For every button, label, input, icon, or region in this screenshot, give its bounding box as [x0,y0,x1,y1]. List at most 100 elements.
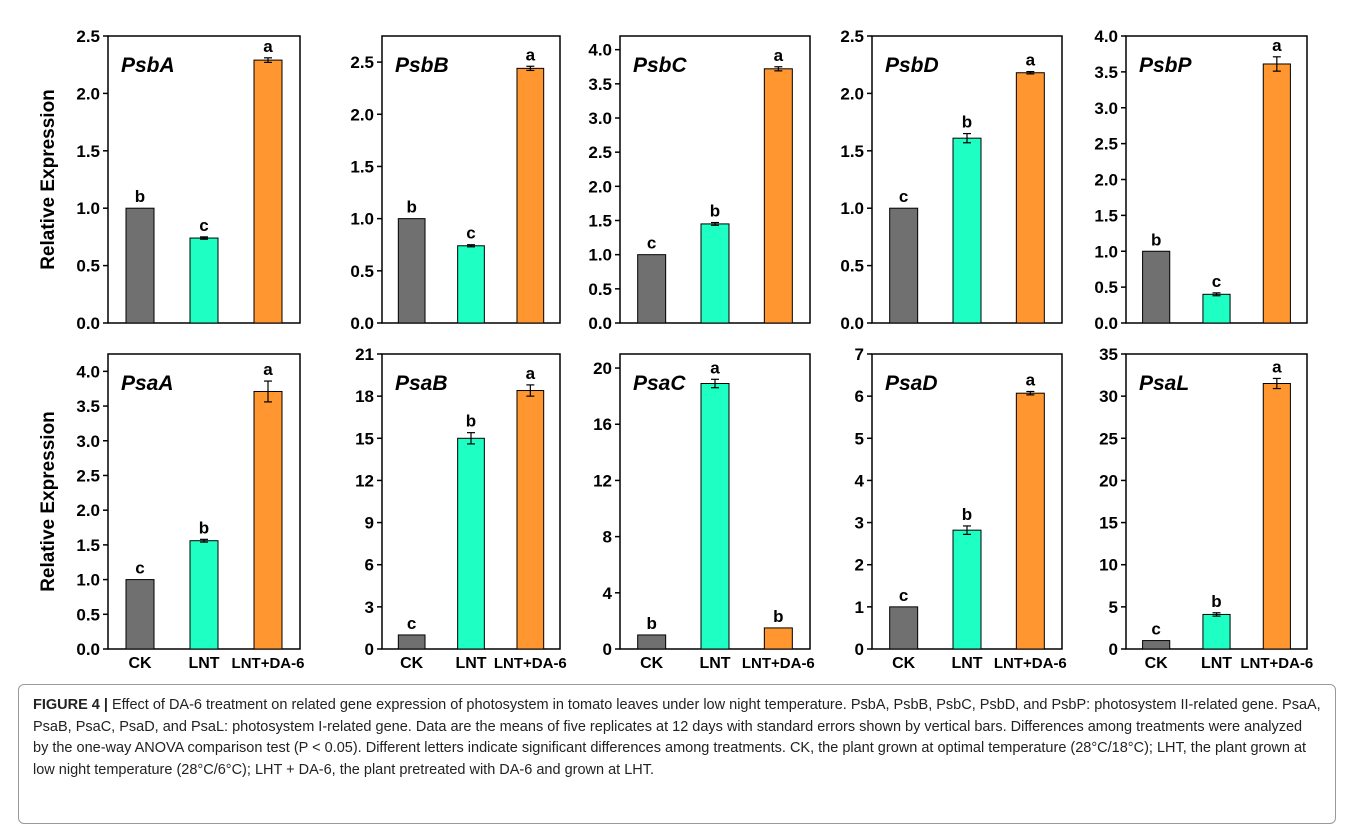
panel-psbc-title: PsbC [633,54,688,77]
panel-psbd-ytick-label: 2.5 [840,27,864,46]
panel-psad-xtick-label: LNT [951,655,982,672]
panel-psbb-significance-letter: a [526,45,536,64]
panel-psab-xtick-label: LNT [455,655,486,672]
panel-psbb-bar-lnt [457,245,485,324]
panel-psbc-ytick-label: 1.0 [588,246,612,265]
panel-psal-xtick-label: LNT+DA-6 [1240,655,1313,672]
panel-psal-ytick-label: 35 [1099,345,1118,364]
panel-psac-ytick-label: 20 [593,359,612,378]
panel-psbd-ytick-label: 2.0 [840,84,864,103]
panel-psbc-ytick-label: 1.5 [588,212,612,231]
panel-psbb-ytick-label: 2.0 [350,105,374,124]
panel-psac-bar-lnt-da-6 [763,627,793,650]
panel-psal-significance-letter: a [1272,357,1282,376]
panel-psbp-ytick-label: 2.0 [1094,171,1118,190]
panel-psbb-ytick-label: 1.5 [350,157,374,176]
panel-psal-bar-lnt [1202,613,1231,650]
panel-psaa-significance-letter: a [263,360,273,379]
caption-label: FIGURE 4 | [33,697,108,713]
panel-psbb-bar-ck [397,218,426,324]
panel-psba-ytick-label: 1.5 [76,142,100,161]
panel-psac-xtick-label: CK [640,655,664,672]
panel-psal-ytick-label: 25 [1099,429,1118,448]
panel-psbd-ytick-label: 0.0 [840,314,864,333]
panel-psal-xtick-label: CK [1145,655,1169,672]
panel-psal-bar-ck [1142,640,1171,650]
panel-psaa-bar-lnt-da-6 [253,390,283,650]
panel-psad-significance-letter: b [962,505,972,524]
panel-psal-xtick-label: LNT [1201,655,1232,672]
panel-psac-ytick-label: 8 [603,528,612,547]
panel-psbb-ytick-label: 0.0 [350,314,374,333]
panel-psbb-title: PsbB [395,54,449,77]
panel-psbp-ytick-label: 0.0 [1094,314,1118,333]
panel-psab-bar-lnt [457,437,485,650]
panel-psab-xtick-label: LNT+DA-6 [494,655,567,672]
panel-psbd-ytick-label: 1.0 [840,199,864,218]
panel-psab-significance-letter: c [407,614,416,633]
panel-psba-significance-letter: c [199,216,208,235]
panel-psad-ytick-label: 7 [855,345,864,364]
panel-psad-ytick-label: 1 [855,598,864,617]
panel-psad-ytick-label: 4 [855,471,865,490]
figure-caption: FIGURE 4 | Effect of DA-6 treatment on r… [18,684,1336,824]
panel-psbp-significance-letter: c [1212,272,1221,291]
panel-psac-xtick-label: LNT [699,655,730,672]
panel-psaa-ytick-label: 3.5 [76,397,100,416]
panel-psab-ytick-label: 21 [355,345,374,364]
panel-psbp-ytick-label: 0.5 [1094,278,1118,297]
panel-psba-title: PsbA [121,54,175,77]
panel-psal-ytick-label: 30 [1099,387,1118,406]
panel-psbc-ytick-label: 3.0 [588,109,612,128]
panel-psac-bar-lnt [700,383,730,650]
panel-psab-significance-letter: b [466,412,476,431]
panel-psbb-ytick-label: 1.0 [350,210,374,229]
panel-psbp-ytick-label: 4.0 [1094,27,1118,46]
panel-psac-xtick-label: LNT+DA-6 [742,655,815,672]
panel-psbp-bar-lnt [1202,293,1231,324]
panel-psaa-bar-ck [125,579,155,650]
panel-psaa-ytick-label: 0.5 [76,605,100,624]
panel-psac-significance-letter: a [710,358,720,377]
panel-psab-ytick-label: 12 [355,471,374,490]
panel-psbd-ytick-label: 1.5 [840,142,864,161]
panel-psbb-significance-letter: b [406,198,416,217]
panel-psbd-significance-letter: c [899,187,908,206]
panel-psbd-bar-ck [889,207,919,324]
panel-psba-bar-lnt-da-6 [253,59,283,324]
panel-psac-ytick-label: 0 [603,640,612,659]
panel-psaa-ytick-label: 1.5 [76,536,100,555]
panel-psbb-bar-lnt-da-6 [516,67,545,324]
panel-psba-ytick-label: 0.0 [76,314,100,333]
panel-psbc-bar-ck [637,254,667,324]
panel-psal-ytick-label: 15 [1099,514,1118,533]
panel-psbd-bar-lnt [952,137,982,324]
panel-psad-ytick-label: 2 [855,556,864,575]
panel-psab-ytick-label: 15 [355,429,374,448]
panel-psbp-ytick-label: 2.5 [1094,135,1118,154]
panel-psab-ytick-label: 0 [365,640,374,659]
panel-psba-significance-letter: a [263,37,273,56]
panel-psac-bar-ck [637,634,667,650]
panel-psbd-ytick-label: 0.5 [840,257,864,276]
panel-psab-ytick-label: 9 [365,514,374,533]
panel-psbp-bar-lnt-da-6 [1262,63,1291,324]
panel-psba-ytick-label: 2.0 [76,84,100,103]
panel-psad-ytick-label: 6 [855,387,864,406]
panel-psac-ytick-label: 16 [593,415,612,434]
panel-psaa-ytick-label: 2.0 [76,501,100,520]
panel-psal-title: PsaL [1139,372,1189,395]
panel-psaa-bar-lnt [189,540,219,650]
panel-psbc-significance-letter: c [647,234,656,253]
panel-psac-ytick-label: 12 [593,471,612,490]
panel-psal-significance-letter: b [1211,592,1221,611]
panel-psbp-ytick-label: 1.0 [1094,242,1118,261]
panel-psbp-significance-letter: b [1151,230,1161,249]
panel-psad-significance-letter: c [899,586,908,605]
panel-psal-ytick-label: 10 [1099,556,1118,575]
panel-psaa-ytick-label: 0.0 [76,640,100,659]
panel-psbd-significance-letter: a [1026,51,1036,70]
panel-psbc-ytick-label: 0.5 [588,280,612,299]
panel-psad-ytick-label: 3 [855,514,864,533]
panel-psaa-ytick-label: 1.0 [76,571,100,590]
